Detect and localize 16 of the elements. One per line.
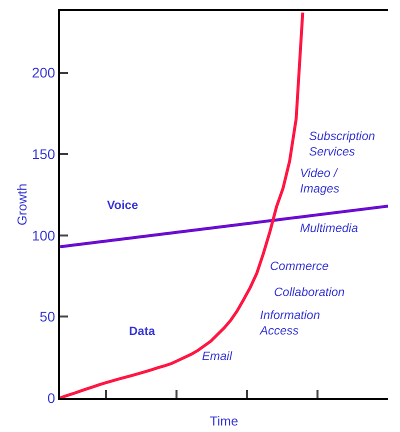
annotation: Video / Images: [300, 166, 340, 196]
annotation: Voice: [107, 198, 138, 212]
annotation: Commerce: [270, 259, 329, 273]
annotation: Subscription Services: [309, 129, 376, 159]
annotation: Information Access: [259, 308, 320, 338]
annotation: Multimedia: [300, 221, 358, 235]
annotation: Collaboration: [274, 285, 346, 299]
annotation: Email: [202, 349, 232, 363]
y-tick-label: 100: [32, 227, 56, 244]
y-tick-label: 0: [47, 390, 56, 406]
y-axis-title: Growth: [14, 184, 30, 226]
x-axis-title: Time: [210, 414, 238, 428]
y-tick-label: 150: [32, 146, 56, 162]
y-tick-label: 200: [32, 64, 56, 81]
y-tick-label: 50: [40, 308, 56, 325]
annotation: Data: [129, 324, 156, 338]
